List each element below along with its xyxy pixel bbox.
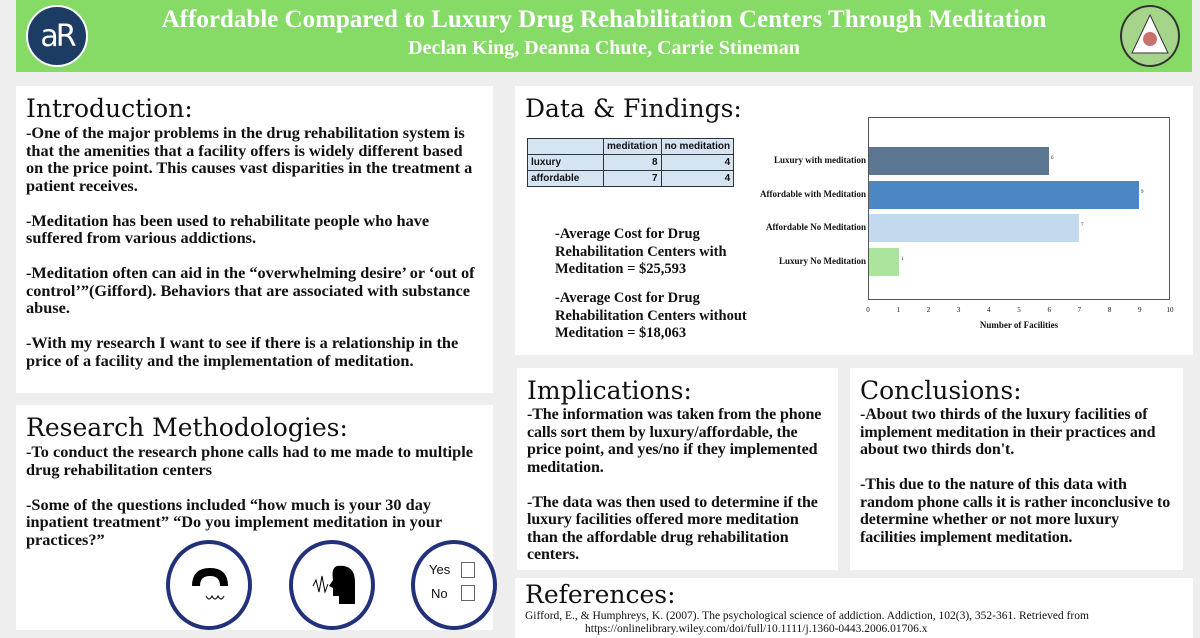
methods-heading: Research Methodologies:	[26, 413, 348, 442]
methods-panel: Research Methodologies: -To conduct the …	[16, 405, 493, 630]
no-checkbox	[461, 585, 475, 601]
yes-no-checkbox-icon: Yes No	[411, 540, 497, 630]
table-row: luxury 8 4	[527, 154, 735, 171]
table-cell: meditation	[603, 138, 662, 155]
reference-item: Gifford, E., & Humphreys, K. (2007). The…	[525, 610, 1089, 635]
implications-heading: Implications:	[527, 376, 692, 405]
bar-value-label: 9	[1141, 189, 1144, 195]
implications-paragraph: -The data was then used to determine if …	[527, 493, 818, 564]
x-tick-label: 9	[1138, 306, 1142, 314]
data-table: meditation no meditation luxury 8 4 afforda…	[527, 138, 735, 187]
poster-authors: Declan King, Deanna Chute, Carrie Stinem…	[408, 37, 800, 59]
table-row: affordable 7 4	[527, 170, 735, 187]
table-cell: 7	[603, 170, 662, 187]
table-cell: 4	[660, 154, 735, 171]
methods-paragraph: -To conduct the research phone calls had…	[26, 442, 473, 479]
x-tick-label: 4	[987, 306, 991, 314]
yes-checkbox	[461, 562, 475, 578]
average-cost-without-meditation: -Average Cost for Drug Rehabilitation Ce…	[555, 290, 747, 341]
table-cell: affordable	[527, 170, 604, 187]
yes-label: Yes	[429, 562, 451, 577]
x-tick-label: 6	[1047, 306, 1051, 314]
table-cell: 8	[603, 154, 662, 171]
intro-paragraph: -With my research I want to see if there…	[26, 333, 459, 370]
bar-value-label: 7	[1081, 223, 1084, 228]
references-heading: References:	[525, 580, 676, 609]
bar-category-label: Affordable No Meditation	[766, 222, 866, 232]
table-cell: 4	[660, 170, 735, 187]
x-tick-label: 7	[1077, 306, 1082, 314]
bar	[869, 214, 1079, 242]
speaking-head-icon	[289, 540, 375, 630]
intro-paragraph: -One of the major problems in the drug r…	[26, 123, 473, 195]
x-axis-label: Number of Facilities	[979, 320, 1059, 330]
intro-paragraph: -Meditation has been used to rehabilitat…	[26, 210, 430, 247]
x-tick-label: 10	[1166, 306, 1174, 314]
poster-title: Affordable Compared to Luxury Drug Rehab…	[161, 6, 1047, 33]
bar-value-label: 6	[1051, 156, 1054, 161]
bar-category-label: Luxury with meditation	[773, 155, 866, 165]
x-tick-label: 2	[926, 306, 931, 314]
implications-paragraph: -The information was taken from the phon…	[527, 406, 822, 476]
x-tick-label: 8	[1107, 306, 1112, 314]
intro-paragraph: -Meditation often can aid in the “overwh…	[26, 263, 475, 317]
conclusions-paragraph: -About two thirds of the luxury faciliti…	[860, 406, 1156, 458]
x-tick-label: 3	[956, 306, 961, 314]
bar	[869, 147, 1049, 175]
table-cell: no meditation	[660, 138, 735, 155]
bar	[869, 247, 899, 276]
school-seal-icon	[1120, 5, 1180, 67]
poster-header: aR Affordable Compared to Luxury Drug Re…	[16, 0, 1192, 72]
conclusions-heading: Conclusions:	[860, 376, 1022, 405]
table-cell: luxury	[527, 154, 604, 171]
bar-category-label: Luxury No Meditation	[778, 255, 866, 266]
average-cost-with-meditation: -Average Cost for Drug Rehabilitation Ce…	[555, 226, 727, 277]
x-tick-label: 5	[1017, 306, 1021, 314]
table-cell	[527, 138, 604, 155]
ar-logo: aR	[26, 5, 88, 67]
x-tick-label: 0	[866, 306, 870, 314]
introduction-heading: Introduction:	[26, 94, 193, 123]
conclusions-paragraph: -This due to the nature of this data wit…	[860, 476, 1171, 546]
bar	[869, 180, 1139, 209]
methods-paragraph: -Some of the questions included “how muc…	[26, 494, 442, 549]
phone-icon	[166, 540, 252, 630]
implications-panel: Implications: -The information was taken…	[517, 368, 838, 570]
no-label: No	[431, 586, 448, 601]
bar-value-label: 1	[901, 256, 904, 262]
conclusions-panel: Conclusions: -About two thirds of the lu…	[850, 368, 1183, 570]
references-panel: References: Gifford, E., & Humphreys, K.…	[515, 578, 1193, 638]
bar-chart-plot-area: 6 9 7 1	[868, 117, 1170, 300]
table-header-row: meditation no meditation	[527, 138, 735, 155]
bar-category-label: Affordable with Meditation	[760, 188, 866, 199]
x-tick-label: 1	[896, 306, 900, 314]
data-heading: Data & Findings:	[525, 94, 742, 123]
introduction-panel: Introduction: -One of the major problems…	[16, 86, 493, 393]
